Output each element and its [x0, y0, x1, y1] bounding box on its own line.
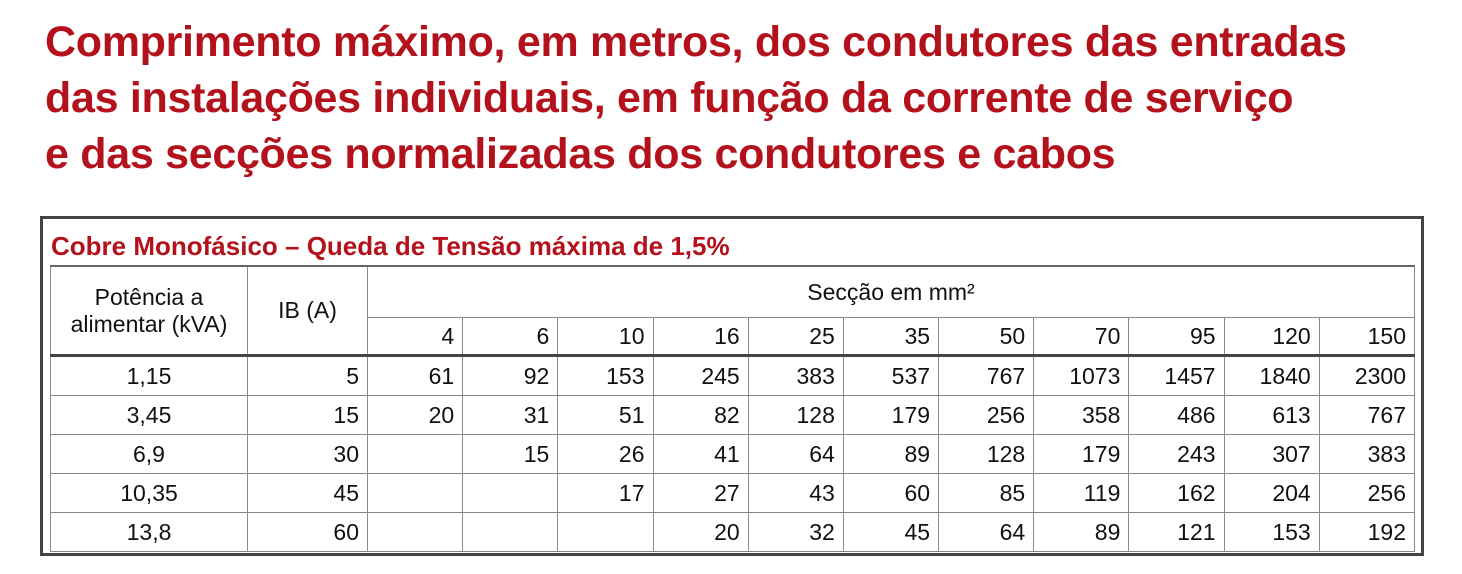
length-cell: 45 — [842, 512, 940, 552]
table-body: 1,15 5 61 92 153 245 383 537 767 1073 1457 1840 2300… — [50, 355, 1416, 552]
length-cell: 192 — [1318, 512, 1416, 552]
section-size: 10 — [557, 317, 654, 356]
table-row: 10,35 45 17 27 43 60 85 119 162 204 256 — [50, 473, 1416, 513]
header-section: Secção em mm² — [367, 265, 1415, 318]
length-cell: 243 — [1128, 434, 1225, 474]
length-cell: 1073 — [1033, 355, 1130, 396]
length-cell: 64 — [747, 434, 844, 474]
length-cell: 383 — [1318, 434, 1416, 474]
length-cell: 51 — [557, 395, 654, 435]
section-size: 50 — [938, 317, 1035, 356]
empty-cell — [462, 512, 559, 552]
length-cell: 767 — [938, 355, 1035, 396]
title: Comprimento máximo, em metros, dos condu… — [45, 14, 1347, 182]
empty-cell — [462, 473, 559, 513]
length-cell: 179 — [842, 395, 940, 435]
power-cell: 10,35 — [50, 473, 248, 513]
current-cell: 30 — [247, 434, 368, 474]
table-frame: Cobre Monofásico – Queda de Tensão máxim… — [40, 216, 1424, 556]
length-cell: 89 — [842, 434, 940, 474]
length-cell: 256 — [1318, 473, 1416, 513]
length-cell: 486 — [1128, 395, 1225, 435]
length-cell: 32 — [747, 512, 844, 552]
length-cell: 153 — [1223, 512, 1320, 552]
table-row: 1,15 5 61 92 153 245 383 537 767 1073 1457 1840 2300 — [50, 355, 1416, 396]
length-cell: 256 — [938, 395, 1035, 435]
power-cell: 1,15 — [50, 355, 248, 396]
power-cell: 3,45 — [50, 395, 248, 435]
length-cell: 1840 — [1223, 355, 1320, 396]
length-cell: 245 — [652, 355, 749, 396]
length-cell: 26 — [557, 434, 654, 474]
length-cell: 179 — [1033, 434, 1130, 474]
length-cell: 128 — [938, 434, 1035, 474]
length-cell: 89 — [1033, 512, 1130, 552]
length-cell: 358 — [1033, 395, 1130, 435]
length-cell: 60 — [842, 473, 940, 513]
length-cell: 92 — [462, 355, 559, 396]
length-cell: 613 — [1223, 395, 1320, 435]
length-cell: 31 — [462, 395, 559, 435]
length-cell: 20 — [366, 395, 464, 435]
section-size: 4 — [366, 317, 464, 356]
section-size: 25 — [747, 317, 844, 356]
length-cell: 119 — [1033, 473, 1130, 513]
section-size: 70 — [1033, 317, 1130, 356]
section-size: 150 — [1318, 317, 1416, 356]
current-cell: 15 — [247, 395, 368, 435]
power-cell: 13,8 — [50, 512, 248, 552]
table-row: 3,45 15 20 31 51 82 128 179 256 358 486 613 767 — [50, 395, 1416, 435]
section-size: 95 — [1128, 317, 1225, 356]
section-size: 35 — [842, 317, 940, 356]
length-cell: 767 — [1318, 395, 1416, 435]
length-cell: 383 — [747, 355, 844, 396]
length-cell: 1457 — [1128, 355, 1225, 396]
title-line: das instalações individuais, em função d… — [45, 74, 1294, 122]
title-line: e das secções normalizadas dos condutore… — [45, 130, 1116, 178]
section-size: 6 — [462, 317, 559, 356]
section-size: 120 — [1223, 317, 1320, 356]
length-cell: 307 — [1223, 434, 1320, 474]
table: Potência a alimentar (kVA) IB (A) Secção… — [50, 265, 1416, 552]
length-cell: 121 — [1128, 512, 1225, 552]
current-cell: 60 — [247, 512, 368, 552]
length-cell: 27 — [652, 473, 749, 513]
table-caption: Cobre Monofásico – Queda de Tensão máxim… — [51, 231, 730, 261]
empty-cell — [366, 512, 464, 552]
length-cell: 43 — [747, 473, 844, 513]
length-cell: 537 — [842, 355, 940, 396]
length-cell: 17 — [557, 473, 654, 513]
length-cell: 82 — [652, 395, 749, 435]
current-cell: 45 — [247, 473, 368, 513]
length-cell: 153 — [557, 355, 654, 396]
length-cell: 61 — [366, 355, 464, 396]
length-cell: 2300 — [1318, 355, 1416, 396]
title-line: Comprimento máximo, em metros, dos condu… — [45, 18, 1347, 66]
length-cell: 162 — [1128, 473, 1225, 513]
length-cell: 128 — [747, 395, 844, 435]
length-cell: 41 — [652, 434, 749, 474]
section-size: 16 — [652, 317, 749, 356]
empty-cell — [366, 434, 464, 474]
table-row: 6,9 30 15 26 41 64 89 128 179 243 307 383 — [50, 434, 1416, 474]
length-cell: 64 — [938, 512, 1035, 552]
length-cell: 20 — [652, 512, 749, 552]
power-cell: 6,9 — [50, 434, 248, 474]
length-cell: 85 — [938, 473, 1035, 513]
header-power: Potência a alimentar (kVA) — [50, 265, 248, 356]
length-cell: 15 — [462, 434, 559, 474]
length-cell: 204 — [1223, 473, 1320, 513]
table-row: 13,8 60 20 32 45 64 89 121 153 192 — [50, 512, 1416, 552]
empty-cell — [366, 473, 464, 513]
header-current: IB (A) — [247, 265, 368, 356]
empty-cell — [557, 512, 654, 552]
current-cell: 5 — [247, 355, 368, 396]
table-head: Potência a alimentar (kVA) IB (A) Secção… — [50, 265, 1416, 356]
